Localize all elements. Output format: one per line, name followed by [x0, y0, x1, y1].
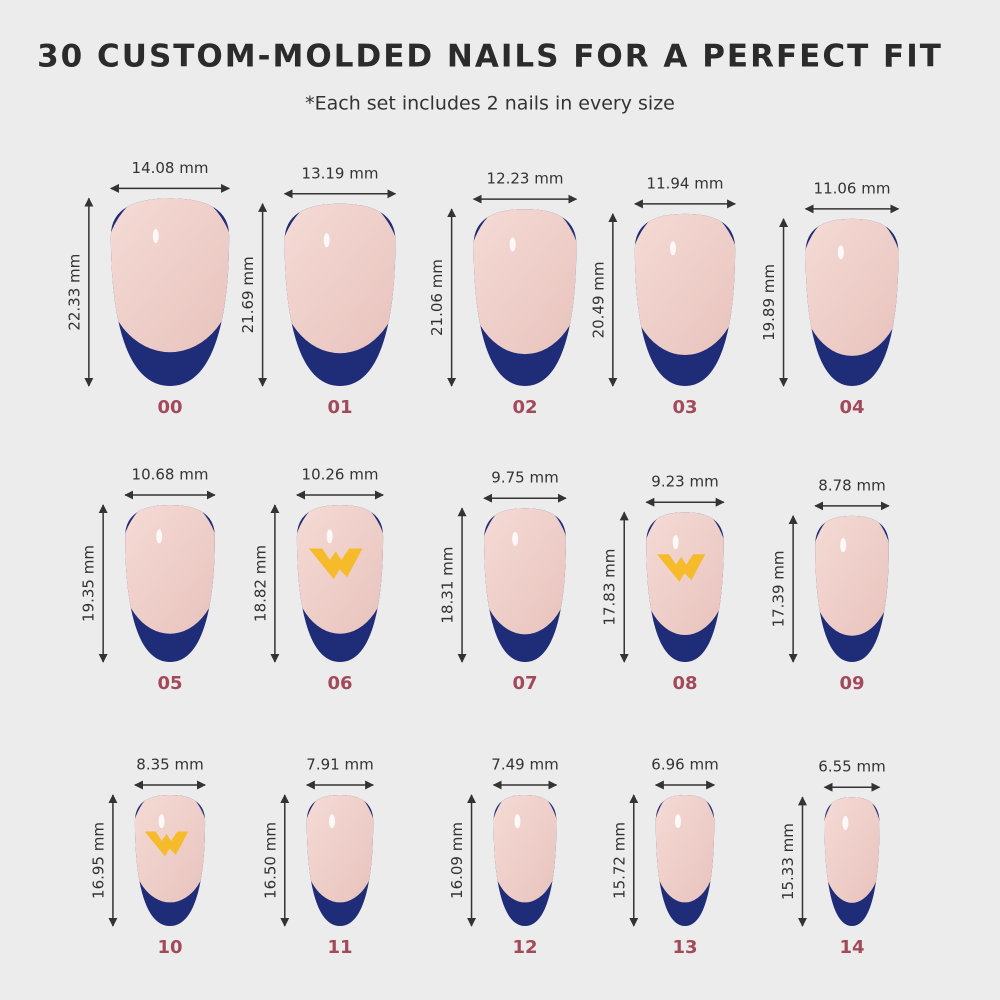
nail [296, 505, 384, 662]
nail [473, 209, 577, 386]
size-label: 13 [672, 937, 697, 958]
shine [669, 241, 676, 256]
height-label: 15.33 mm [779, 823, 797, 900]
width-label: 11.06 mm [814, 179, 891, 197]
size-label: 01 [327, 397, 352, 418]
shine [326, 529, 333, 544]
nail-body [824, 797, 880, 903]
height-label: 19.89 mm [760, 264, 778, 341]
size-label: 09 [839, 673, 864, 694]
width-label: 6.96 mm [651, 756, 718, 774]
size-label: 05 [157, 673, 182, 694]
nail [655, 795, 715, 926]
height-label: 19.35 mm [80, 545, 98, 622]
height-label: 21.69 mm [239, 256, 257, 333]
size-label: 00 [157, 397, 182, 418]
nail-body [484, 508, 566, 635]
size-label: 03 [672, 397, 697, 418]
nail [284, 203, 396, 386]
logo [144, 831, 189, 857]
nail [646, 512, 724, 662]
height-label: 18.82 mm [251, 545, 269, 622]
shine [672, 535, 679, 550]
nail [484, 508, 566, 662]
logo [657, 554, 706, 582]
shine [840, 538, 847, 553]
nail-body [284, 203, 396, 354]
nail [306, 795, 374, 926]
shine [156, 529, 163, 544]
width-label: 10.68 mm [132, 466, 209, 484]
width-label: 8.35 mm [136, 756, 203, 774]
height-label: 20.49 mm [589, 261, 607, 338]
title: 30 CUSTOM-MOLDED NAILS FOR A PERFECT FIT [37, 39, 943, 75]
size-label: 07 [512, 673, 537, 694]
height-label: 22.33 mm [65, 254, 83, 331]
nail-body [655, 795, 715, 903]
nail-body [634, 213, 736, 356]
width-label: 13.19 mm [302, 164, 379, 182]
height-label: 16.95 mm [89, 822, 107, 899]
size-label: 02 [512, 397, 537, 418]
subtitle: *Each set includes 2 nails in every size [305, 93, 675, 115]
width-label: 9.75 mm [491, 469, 558, 487]
height-label: 16.50 mm [261, 822, 279, 899]
nail [824, 797, 880, 926]
size-label: 14 [839, 937, 864, 958]
nail [634, 213, 736, 386]
nail [134, 795, 206, 926]
shine [512, 531, 519, 546]
shine [842, 815, 849, 830]
height-label: 15.72 mm [610, 822, 628, 899]
nail-body [493, 795, 557, 903]
logo [308, 548, 363, 580]
height-label: 21.06 mm [428, 259, 446, 336]
shine [674, 814, 681, 829]
width-label: 12.23 mm [487, 170, 564, 188]
size-label: 12 [512, 937, 537, 958]
nail [805, 218, 899, 386]
width-label: 6.55 mm [818, 758, 885, 776]
width-label: 7.49 mm [491, 756, 558, 774]
height-label: 17.39 mm [770, 550, 788, 627]
shine [323, 233, 330, 248]
width-label: 14.08 mm [132, 159, 209, 177]
nail [493, 795, 557, 926]
nail-body [473, 209, 577, 355]
size-label: 04 [839, 397, 864, 418]
nail-body [306, 795, 374, 903]
shine [837, 245, 844, 260]
size-label: 08 [672, 673, 697, 694]
size-label: 10 [157, 937, 182, 958]
nail-body [805, 218, 899, 356]
size-label: 11 [327, 937, 352, 958]
width-label: 8.78 mm [818, 476, 885, 494]
width-label: 9.23 mm [651, 473, 718, 491]
size-label: 06 [327, 673, 352, 694]
nail-body [110, 198, 230, 353]
nail-body [125, 505, 215, 634]
shine [329, 814, 336, 829]
width-label: 11.94 mm [647, 174, 724, 192]
width-label: 7.91 mm [306, 756, 373, 774]
shine [152, 228, 159, 243]
height-label: 18.31 mm [439, 547, 457, 624]
shine [158, 814, 165, 829]
shine [509, 237, 516, 252]
nail-body [815, 515, 889, 636]
height-label: 16.09 mm [448, 822, 466, 899]
nail [110, 198, 230, 386]
shine [514, 814, 521, 829]
height-label: 17.83 mm [601, 549, 619, 626]
width-label: 10.26 mm [302, 466, 379, 484]
nail [815, 515, 889, 662]
nail [125, 505, 215, 662]
